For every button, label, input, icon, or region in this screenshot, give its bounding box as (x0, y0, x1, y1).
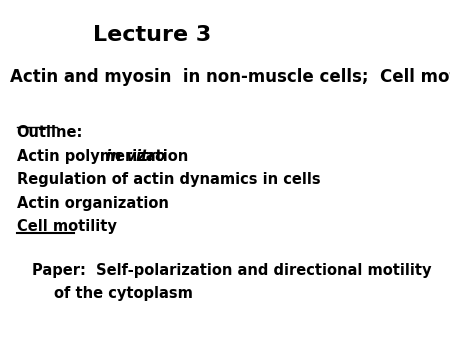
Text: Regulation of actin dynamics in cells: Regulation of actin dynamics in cells (17, 172, 320, 187)
Text: Outline:: Outline: (17, 125, 83, 140)
Text: Actin and myosin  in non-muscle cells;  Cell motility: Actin and myosin in non-muscle cells; Ce… (10, 68, 450, 87)
Text: Actin organization: Actin organization (17, 196, 168, 211)
Text: of the cytoplasm: of the cytoplasm (54, 286, 193, 301)
Text: Actin polymerization: Actin polymerization (17, 149, 193, 164)
Text: in vitro: in vitro (106, 149, 165, 164)
Text: Paper:  Self-polarization and directional motility: Paper: Self-polarization and directional… (32, 263, 431, 278)
Text: Cell motility: Cell motility (17, 219, 117, 234)
Text: Lecture 3: Lecture 3 (94, 25, 212, 45)
